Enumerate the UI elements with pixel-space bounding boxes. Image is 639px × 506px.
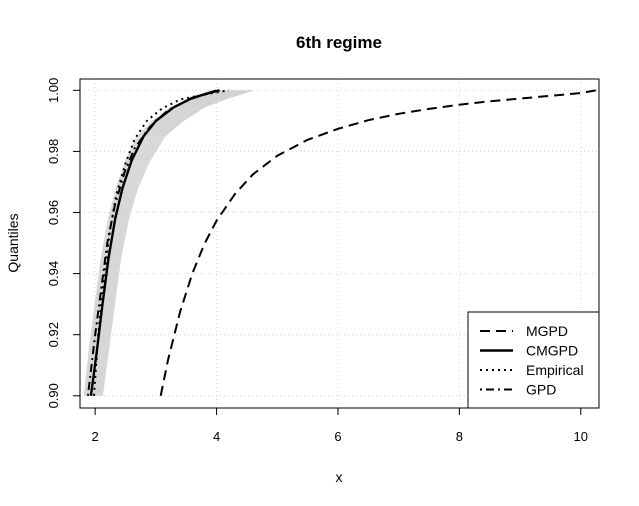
band-line [96, 89, 240, 396]
y-tick-label: 0.98 [46, 139, 61, 164]
band-line [94, 89, 236, 396]
band-line [98, 89, 246, 396]
y-axis-label: Quantiles [5, 213, 21, 272]
band-line [93, 89, 234, 396]
x-axis: 2 4 6 8 10 [92, 407, 588, 444]
legend-label-empirical: Empirical [526, 362, 584, 378]
y-tick-label: 0.92 [46, 322, 61, 347]
band-line [102, 89, 254, 396]
band-line [100, 89, 250, 396]
series-gpd-line [86, 89, 217, 396]
y-tick-label: 0.94 [46, 261, 61, 286]
series-lines [86, 89, 597, 396]
series-mgpd-line [159, 89, 597, 396]
x-tick-label: 4 [213, 429, 220, 444]
band-line [92, 89, 232, 396]
chart-title: 6th regime [296, 33, 382, 52]
band-line [92, 89, 230, 396]
y-tick-label: 1.00 [46, 78, 61, 103]
legend-label-mgpd: MGPD [526, 323, 568, 339]
legend-label-gpd: GPD [526, 382, 556, 398]
x-tick-label: 2 [92, 429, 99, 444]
y-axis: 0.90 0.92 0.94 0.96 0.98 1.00 [46, 78, 81, 408]
x-tick-label: 8 [456, 429, 463, 444]
legend-box [467, 311, 600, 409]
band-line [97, 89, 242, 396]
y-tick-label: 0.90 [46, 383, 61, 408]
legend-label-cmgpd: CMGPD [526, 343, 578, 359]
y-tick-label: 0.96 [46, 200, 61, 225]
series-empirical-line [93, 89, 229, 396]
x-tick-label: 6 [334, 429, 341, 444]
band-line [99, 89, 248, 396]
x-tick-label: 10 [574, 429, 588, 444]
band-line [97, 89, 244, 396]
confidence-band [83, 89, 254, 396]
legend: MGPD CMGPD Empirical GPD [467, 311, 600, 409]
x-axis-label: x [336, 469, 343, 485]
band-line [101, 89, 252, 396]
band-line [95, 89, 238, 396]
